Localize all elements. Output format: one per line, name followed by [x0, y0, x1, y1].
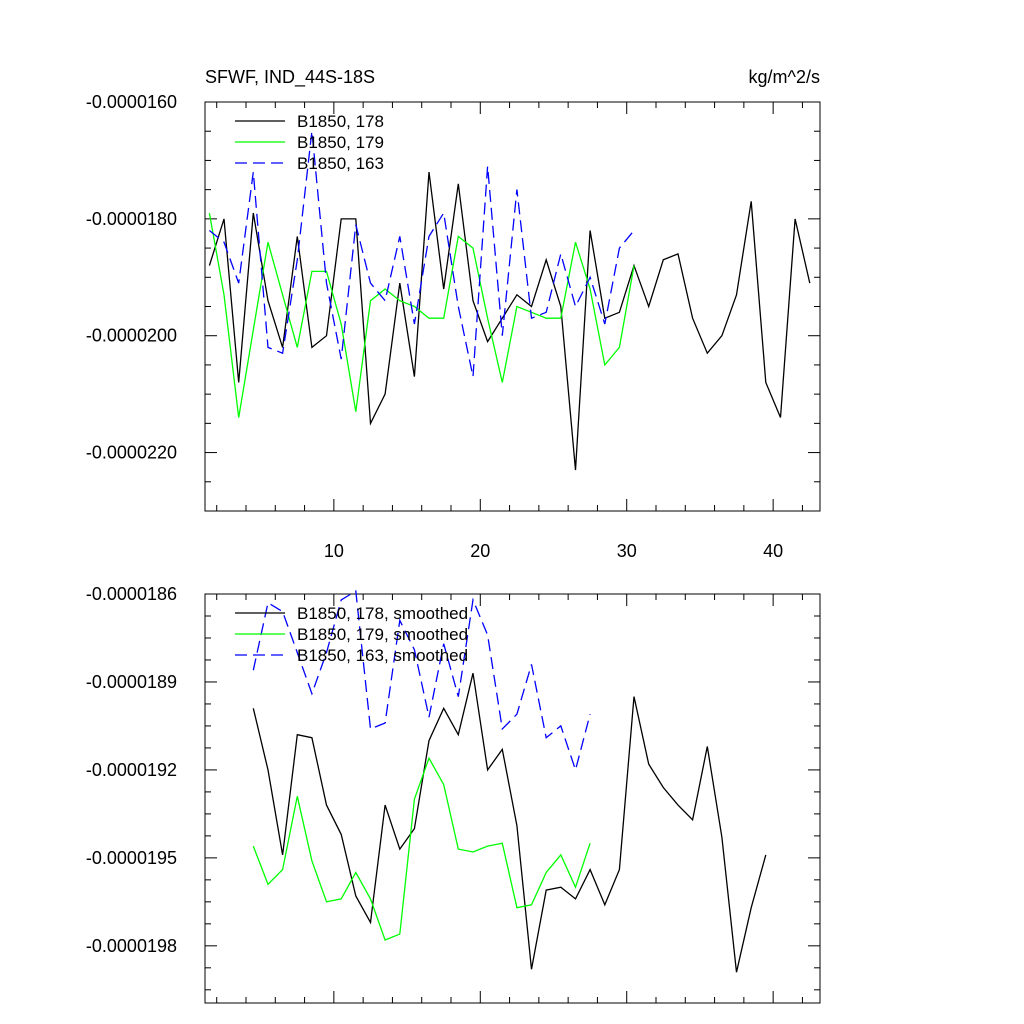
y-tick-label: -0.0000220: [86, 443, 177, 463]
series-line: [252, 590, 591, 773]
legend-label: B1850, 178: [297, 112, 384, 131]
chart-units-label: kg/m^2/s: [749, 67, 820, 87]
top-axis-ticks: 10 20 30 40 -0.0000160 -0.0000180 -0.0000200 -0…: [86, 92, 820, 561]
series-line: [252, 673, 767, 973]
x-tick-label: 10: [324, 541, 344, 561]
bottom-axis-ticks: -0.0000186 -0.0000189 -0.0000192 -0.0000195…: [86, 584, 820, 1003]
y-tick-label: -0.0000192: [86, 760, 177, 780]
bottom-legend: B1850, 178, smoothed B1850, 179, smoothed…: [235, 604, 468, 665]
top-legend: B1850, 178 B1850, 179 B1850, 163: [235, 112, 384, 173]
legend-label: B1850, 178, smoothed: [297, 604, 468, 623]
series-line: [252, 756, 591, 941]
legend-label: B1850, 179: [297, 133, 384, 152]
y-tick-label: -0.0000200: [86, 326, 177, 346]
chart-title: SFWF, IND_44S-18S: [205, 67, 375, 88]
y-tick-label: -0.0000198: [86, 936, 177, 956]
series-line: [208, 172, 811, 471]
series-line: [208, 131, 635, 377]
y-tick-label: -0.0000195: [86, 848, 177, 868]
x-tick-label: 40: [763, 541, 783, 561]
y-tick-label: -0.0000189: [86, 672, 177, 692]
bottom-panel: -0.0000186 -0.0000189 -0.0000192 -0.0000195…: [86, 584, 821, 1004]
top-panel: SFWF, IND_44S-18S kg/m^2/s 10 20 30 40 -0.00…: [86, 67, 821, 561]
legend-label: B1850, 163: [297, 154, 384, 173]
series-line: [208, 212, 635, 418]
y-tick-label: -0.0000186: [86, 584, 177, 604]
y-tick-label: -0.0000160: [86, 92, 177, 112]
bottom-series-group: [252, 590, 767, 973]
top-series-group: [208, 131, 811, 471]
y-tick-label: -0.0000180: [86, 209, 177, 229]
bottom-plot-frame: [204, 593, 821, 1004]
x-tick-label: 20: [470, 541, 490, 561]
x-tick-label: 30: [617, 541, 637, 561]
legend-label: B1850, 163, smoothed: [297, 646, 468, 665]
legend-label: B1850, 179, smoothed: [297, 625, 468, 644]
